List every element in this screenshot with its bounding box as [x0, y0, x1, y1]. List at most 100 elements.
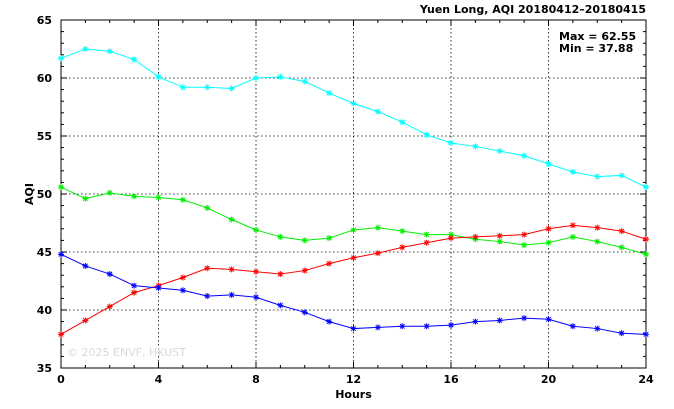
- data-point: [618, 172, 625, 179]
- data-point: [58, 331, 64, 338]
- data-point: [82, 46, 89, 52]
- data-point: [399, 323, 406, 330]
- y-tick-labels: 35 40 45 50 55 60 65: [37, 14, 53, 375]
- data-point: [545, 316, 552, 323]
- data-point: [155, 194, 162, 201]
- data-point: [228, 291, 235, 298]
- data-point: [350, 100, 357, 107]
- data-point: [569, 168, 576, 175]
- series-line: [60, 48, 647, 188]
- data-point: [423, 239, 430, 246]
- data-point: [58, 55, 64, 62]
- data-point: [301, 237, 308, 244]
- data-point: [643, 251, 649, 258]
- data-point: [545, 225, 552, 232]
- data-point: [228, 85, 235, 92]
- data-point: [326, 318, 333, 325]
- data-point: [58, 251, 64, 258]
- data-point: [326, 260, 333, 267]
- data-point: [643, 184, 649, 191]
- data-point: [521, 315, 528, 322]
- data-point: [131, 56, 138, 63]
- data-point: [253, 294, 259, 301]
- series-line: [60, 253, 647, 335]
- y-tick-label: 55: [37, 130, 52, 143]
- data-point: [496, 238, 503, 245]
- data-point: [277, 302, 284, 309]
- data-point: [594, 224, 601, 231]
- max-annotation: Max = 62.55: [559, 30, 636, 43]
- data-point: [277, 271, 284, 278]
- data-point: [374, 224, 381, 231]
- x-tick-label: 0: [57, 373, 65, 386]
- data-point: [594, 325, 601, 332]
- data-point: [521, 152, 528, 159]
- data-point: [253, 226, 259, 233]
- data-point: [399, 228, 406, 235]
- data-point: [82, 262, 89, 269]
- data-point: [155, 73, 162, 80]
- data-point: [545, 239, 552, 246]
- data-point: [204, 293, 211, 300]
- chart-title: Yuen Long, AQI 20180412–20180415: [419, 3, 646, 16]
- x-tick-label: 24: [638, 373, 654, 386]
- data-point: [106, 48, 113, 55]
- data-point: [448, 235, 454, 242]
- y-tick-label: 50: [37, 188, 53, 201]
- data-point: [58, 184, 64, 191]
- data-point: [399, 244, 406, 251]
- data-point: [496, 232, 503, 239]
- data-point: [131, 193, 138, 200]
- x-axis-label: Hours: [335, 388, 372, 401]
- data-point: [106, 271, 113, 278]
- data-point: [155, 284, 162, 291]
- y-tick-label: 40: [37, 304, 53, 317]
- x-tick-label: 20: [541, 373, 557, 386]
- series-group: [58, 46, 649, 338]
- data-point: [618, 228, 625, 235]
- grid-lines: [61, 20, 646, 368]
- y-tick-label: 65: [37, 14, 52, 27]
- data-point: [448, 322, 454, 329]
- series-0: [58, 46, 649, 191]
- x-tick-labels: 0 4 8 12 16 20 24: [57, 373, 654, 386]
- data-point: [472, 318, 479, 325]
- data-point: [472, 143, 479, 150]
- data-point: [350, 254, 357, 261]
- series-1: [58, 184, 649, 258]
- series-line: [60, 224, 647, 335]
- data-point: [496, 148, 503, 155]
- x-tick-label: 4: [155, 373, 163, 386]
- min-annotation: Min = 37.88: [559, 42, 633, 55]
- data-point: [472, 233, 479, 240]
- data-point: [399, 119, 406, 126]
- data-point: [301, 309, 308, 316]
- y-tick-label: 35: [37, 362, 52, 375]
- y-tick-label: 60: [37, 72, 53, 85]
- data-point: [643, 236, 649, 243]
- data-point: [423, 131, 430, 138]
- data-point: [277, 73, 284, 80]
- data-point: [253, 75, 259, 81]
- data-point: [618, 330, 625, 337]
- data-point: [253, 268, 259, 275]
- data-point: [374, 250, 381, 257]
- x-tick-label: 12: [346, 373, 361, 386]
- data-point: [423, 231, 430, 238]
- data-point: [131, 289, 138, 296]
- data-point: [569, 222, 576, 229]
- data-point: [618, 244, 625, 251]
- data-point: [106, 303, 113, 310]
- data-point: [545, 160, 552, 167]
- data-point: [350, 325, 357, 332]
- axis-ticks: [60, 19, 647, 369]
- data-point: [204, 265, 211, 272]
- data-point: [82, 195, 89, 202]
- data-point: [131, 282, 138, 289]
- data-point: [179, 84, 186, 91]
- data-point: [228, 266, 235, 273]
- data-point: [448, 139, 454, 146]
- data-point: [179, 287, 186, 294]
- x-tick-label: 16: [443, 373, 459, 386]
